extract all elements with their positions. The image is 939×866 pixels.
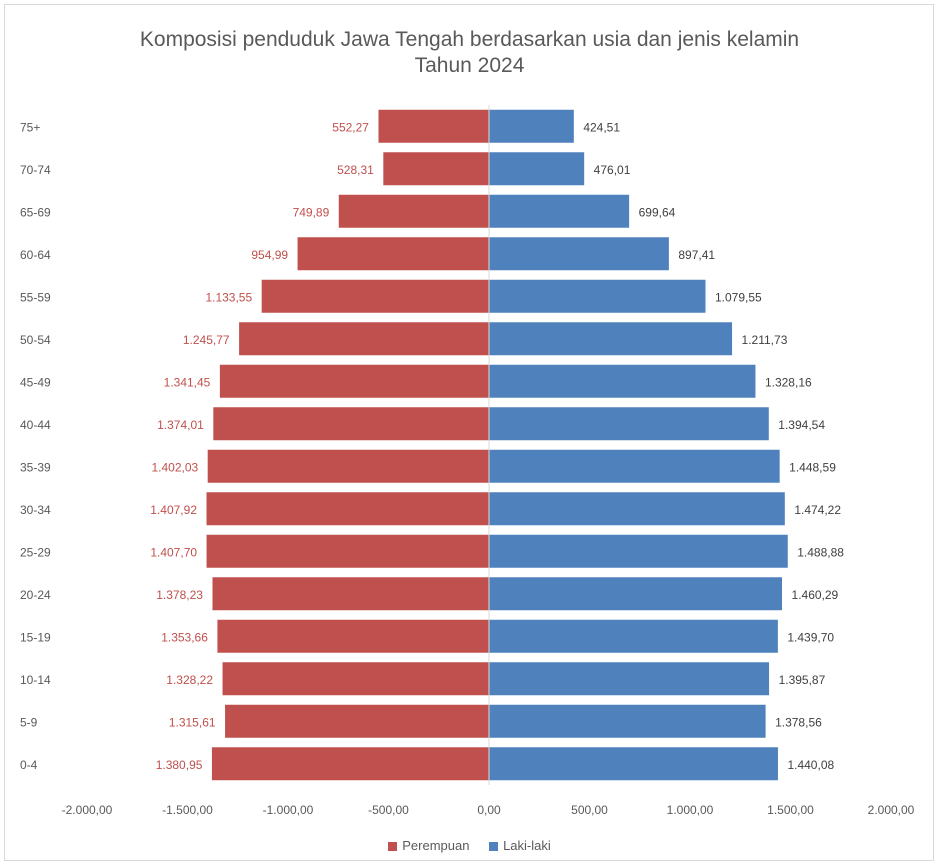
data-label: 1.328,22 bbox=[166, 673, 213, 687]
x-tick-label: 500,00 bbox=[571, 803, 608, 817]
bar-laki-laki bbox=[488, 703, 767, 739]
data-label: 1.378,23 bbox=[156, 588, 203, 602]
y-tick-label: 70-74 bbox=[20, 163, 51, 177]
data-label: 476,01 bbox=[594, 163, 631, 177]
bar-laki-laki bbox=[488, 363, 757, 399]
bar-laki-laki bbox=[488, 151, 586, 187]
chart-title: Komposisi penduduk Jawa Tengah berdasark… bbox=[139, 28, 800, 51]
x-tick-label: 1.500,00 bbox=[767, 803, 814, 817]
data-label: 1.341,45 bbox=[164, 375, 211, 389]
bar-perempuan bbox=[205, 533, 490, 569]
x-tick-label: -500,00 bbox=[368, 803, 409, 817]
data-label: 699,64 bbox=[639, 205, 676, 219]
data-label: 1.374,01 bbox=[157, 418, 204, 432]
bar-perempuan bbox=[221, 661, 490, 697]
data-label: 1.079,55 bbox=[715, 290, 762, 304]
legend-label-perempuan: Perempuan bbox=[402, 838, 470, 853]
bar-laki-laki bbox=[488, 533, 789, 569]
bar-laki-laki bbox=[488, 193, 631, 229]
y-tick-label: 55-59 bbox=[20, 290, 51, 304]
data-label: 1.440,08 bbox=[787, 758, 834, 772]
data-label: 749,89 bbox=[293, 205, 330, 219]
bar-laki-laki bbox=[488, 448, 781, 484]
data-label: 1.439,70 bbox=[787, 630, 834, 644]
data-label: 954,99 bbox=[251, 248, 288, 262]
y-tick-label: 30-34 bbox=[20, 503, 51, 517]
bar-perempuan bbox=[337, 193, 490, 229]
bar-laki-laki bbox=[488, 491, 786, 527]
y-tick-label: 25-29 bbox=[20, 545, 51, 559]
bar-perempuan bbox=[205, 491, 490, 527]
data-label: 1.407,92 bbox=[150, 503, 197, 517]
x-tick-label: 1.000,00 bbox=[667, 803, 714, 817]
bar-perempuan bbox=[224, 703, 490, 739]
bar-perempuan bbox=[212, 406, 490, 442]
bar-perempuan bbox=[210, 746, 490, 782]
data-label: 1.380,95 bbox=[156, 758, 203, 772]
bar-laki-laki bbox=[488, 746, 779, 782]
bar-laki-laki bbox=[488, 108, 575, 144]
bar-laki-laki bbox=[488, 321, 734, 357]
bar-laki-laki bbox=[488, 618, 779, 654]
data-label: 1.133,55 bbox=[205, 290, 252, 304]
y-tick-label: 45-49 bbox=[20, 375, 51, 389]
data-label: 1.211,73 bbox=[742, 333, 788, 347]
bar-perempuan bbox=[260, 278, 490, 314]
y-tick-label: 60-64 bbox=[20, 248, 51, 262]
legend-swatch-laki-laki bbox=[489, 842, 499, 851]
data-label: 1.402,03 bbox=[151, 460, 198, 474]
data-label: 1.474,22 bbox=[794, 503, 841, 517]
bar-perempuan bbox=[211, 576, 490, 612]
data-label: 1.315,61 bbox=[169, 715, 216, 729]
legend-label-laki-laki: Laki-laki bbox=[503, 838, 551, 853]
data-label: 424,51 bbox=[583, 120, 620, 134]
bar-laki-laki bbox=[488, 576, 784, 612]
data-label: 1.395,87 bbox=[779, 673, 826, 687]
data-label: 528,31 bbox=[337, 163, 374, 177]
chart-subtitle: Tahun 2024 bbox=[414, 54, 525, 77]
y-tick-label: 50-54 bbox=[20, 333, 51, 347]
y-tick-label: 10-14 bbox=[20, 673, 51, 687]
y-tick-label: 35-39 bbox=[20, 460, 51, 474]
bar-laki-laki bbox=[488, 661, 771, 697]
x-tick-label: -2.000,00 bbox=[62, 803, 113, 817]
data-label: 1.245,77 bbox=[183, 333, 230, 347]
bar-perempuan bbox=[238, 321, 490, 357]
y-tick-label: 75+ bbox=[20, 120, 40, 134]
x-tick-label: -1.000,00 bbox=[263, 803, 314, 817]
legend-item-perempuan: Perempuan bbox=[388, 838, 469, 853]
y-tick-label: 65-69 bbox=[20, 205, 51, 219]
data-label: 1.353,66 bbox=[161, 630, 208, 644]
y-tick-label: 40-44 bbox=[20, 418, 51, 432]
data-label: 552,27 bbox=[332, 120, 369, 134]
data-label: 1.394,54 bbox=[778, 418, 825, 432]
chart-legend: Perempuan Laki-laki bbox=[0, 838, 939, 853]
y-tick-label: 15-19 bbox=[20, 630, 51, 644]
bar-perempuan bbox=[218, 363, 490, 399]
bar-perempuan bbox=[216, 618, 490, 654]
y-tick-label: 20-24 bbox=[20, 588, 51, 602]
data-label: 1.328,16 bbox=[765, 375, 812, 389]
legend-item-laki-laki: Laki-laki bbox=[489, 838, 551, 853]
x-tick-label: -1.500,00 bbox=[162, 803, 213, 817]
data-label: 897,41 bbox=[678, 248, 715, 262]
data-label: 1.488,88 bbox=[797, 545, 844, 559]
bar-perempuan bbox=[296, 236, 490, 272]
bar-laki-laki bbox=[488, 406, 770, 442]
data-label: 1.448,59 bbox=[789, 460, 836, 474]
bar-laki-laki bbox=[488, 236, 670, 272]
bar-perempuan bbox=[377, 108, 490, 144]
y-tick-label: 5-9 bbox=[20, 715, 38, 729]
data-label: 1.460,29 bbox=[792, 588, 839, 602]
bar-perempuan bbox=[382, 151, 490, 187]
legend-swatch-perempuan bbox=[388, 842, 398, 851]
bar-perempuan bbox=[206, 448, 490, 484]
bar-laki-laki bbox=[488, 278, 707, 314]
data-label: 1.407,70 bbox=[150, 545, 197, 559]
x-tick-label: 2.000,00 bbox=[868, 803, 915, 817]
y-tick-label: 0-4 bbox=[20, 758, 38, 772]
x-tick-label: 0,00 bbox=[477, 803, 501, 817]
data-label: 1.378,56 bbox=[775, 715, 822, 729]
